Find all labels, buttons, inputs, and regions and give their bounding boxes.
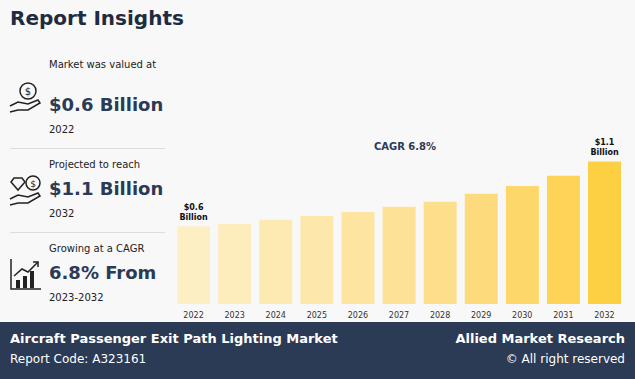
html-text:2022: 2022 <box>49 124 75 135</box>
html-text:Market was valued at: Market was valued at <box>49 59 157 70</box>
svg-text:2030: 2030 <box>512 311 532 320</box>
html-text:© All right reserved: © All right reserved <box>505 352 625 366</box>
svg-text:2028: 2028 <box>430 311 450 320</box>
html-text:2023-2032: 2023-2032 <box>49 292 104 303</box>
svg-text:$0.6Billion: $0.6Billion <box>179 203 208 222</box>
html-text:CAGR 6.8%: CAGR 6.8% <box>373 141 437 152</box>
html-text:Report Code: A323161: Report Code: A323161 <box>10 352 147 366</box>
svg-text:$1.1Billion: $1.1Billion <box>590 138 619 157</box>
html-text:$0.6 Billion: $0.6 Billion <box>49 94 164 115</box>
svg-text:2026: 2026 <box>348 311 368 320</box>
svg-text:2023: 2023 <box>224 311 244 320</box>
html-text:Growing at a CAGR: Growing at a CAGR <box>49 243 145 254</box>
svg-text:$: $ <box>25 86 31 97</box>
svg-text:2031: 2031 <box>553 311 573 320</box>
html-text:$1.1 Billion: $1.1 Billion <box>49 178 164 199</box>
svg-text:$: $ <box>30 179 36 189</box>
html-text:Report Insights: Report Insights <box>10 6 184 30</box>
svg-text:2022: 2022 <box>183 311 203 320</box>
svg-text:2029: 2029 <box>471 311 491 320</box>
svg-text:2027: 2027 <box>389 311 409 320</box>
html-text:6.8% From: 6.8% From <box>49 262 157 283</box>
html-text:2032: 2032 <box>49 208 75 219</box>
html-text:Projected to reach: Projected to reach <box>49 159 141 170</box>
html-text:Aircraft Passenger Exit Path L: Aircraft Passenger Exit Path Lighting Ma… <box>10 331 338 346</box>
svg-text:2032: 2032 <box>594 311 614 320</box>
html-text:Allied Market Research: Allied Market Research <box>455 331 625 346</box>
svg-text:2024: 2024 <box>266 311 286 320</box>
svg-text:2025: 2025 <box>307 311 327 320</box>
